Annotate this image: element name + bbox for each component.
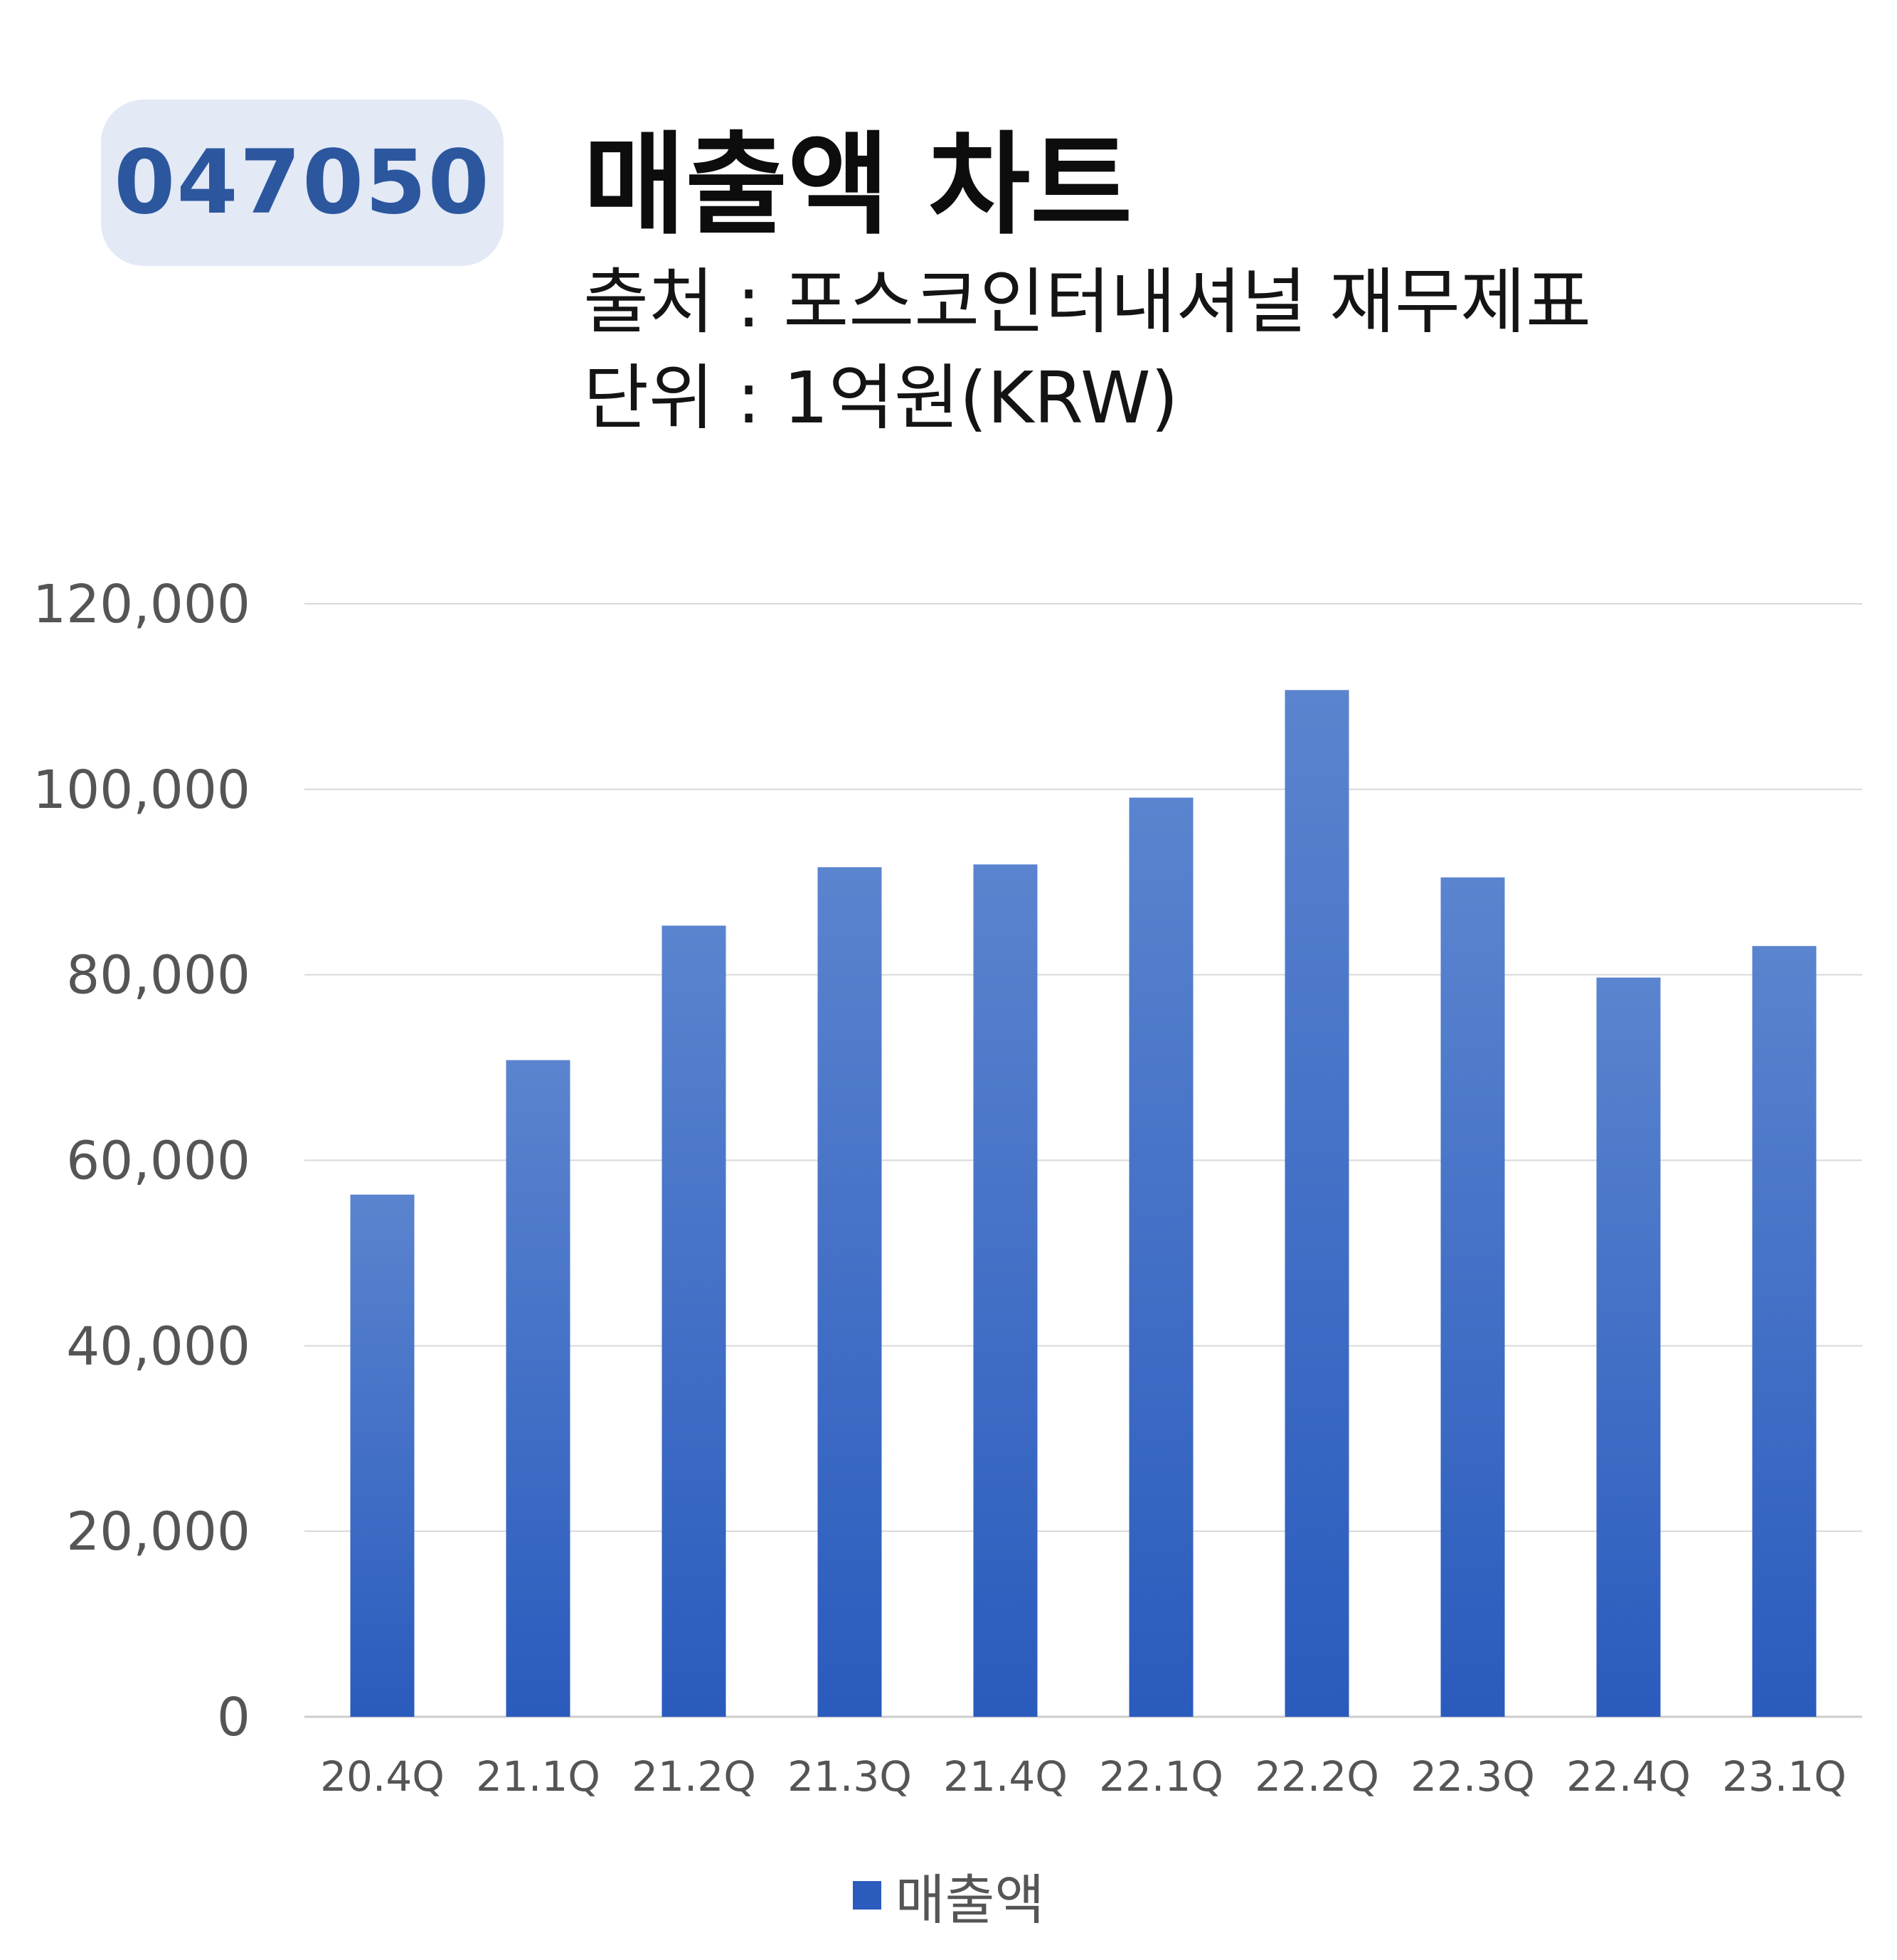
y-tick-label: 40,000 <box>66 1316 250 1377</box>
x-axis-ticks: 20.4Q 21.1Q 21.2Q 21.3Q 21.4Q 22.1Q 22.2Q 22.3Q… <box>320 1752 1846 1801</box>
y-tick-label: 0 <box>217 1687 250 1748</box>
y-tick-label: 20,000 <box>66 1501 250 1562</box>
unit-text: 단위 : 1억원(KRW) <box>583 356 1179 440</box>
x-tick-label: 20.4Q <box>320 1752 445 1801</box>
x-tick-label: 21.2Q <box>632 1752 756 1801</box>
bar-22.1Q <box>1129 797 1194 1717</box>
y-tick-label: 60,000 <box>66 1131 250 1192</box>
x-tick-label: 22.4Q <box>1566 1752 1691 1801</box>
x-tick-label: 22.1Q <box>1099 1752 1223 1801</box>
bars <box>350 690 1817 1717</box>
bar-22.2Q <box>1285 690 1349 1717</box>
source-text: 출처 : 포스코인터내셔널 재무제표 <box>583 260 1592 343</box>
chart-title: 매출액 차트 <box>583 120 1132 250</box>
bar-22.3Q <box>1440 877 1505 1717</box>
ticker-badge: 047050 <box>101 100 504 266</box>
y-axis-ticks: 0 20,000 40,000 60,000 80,000 100,000 120,000 <box>33 574 250 1748</box>
x-tick-label: 21.3Q <box>787 1752 912 1801</box>
legend-label: 매출액 <box>895 1868 1045 1932</box>
bar-21.2Q <box>661 925 726 1717</box>
bar-21.4Q <box>973 864 1038 1717</box>
x-tick-label: 22.3Q <box>1410 1752 1535 1801</box>
legend-swatch <box>852 1881 881 1910</box>
bar-22.4Q <box>1596 977 1661 1717</box>
y-tick-label: 80,000 <box>66 945 250 1006</box>
y-tick-label: 120,000 <box>33 574 250 635</box>
bar-21.1Q <box>506 1060 570 1717</box>
ticker-code: 047050 <box>114 132 491 234</box>
x-tick-label: 21.1Q <box>476 1752 600 1801</box>
x-tick-label: 21.4Q <box>943 1752 1068 1801</box>
bar-23.1Q <box>1752 946 1817 1717</box>
legend: 매출액 <box>0 1856 1897 1934</box>
bar-20.4Q <box>350 1194 415 1717</box>
bar-21.3Q <box>817 867 882 1717</box>
x-tick-label: 23.1Q <box>1722 1752 1846 1801</box>
y-tick-label: 100,000 <box>33 760 250 821</box>
x-tick-label: 22.2Q <box>1255 1752 1379 1801</box>
